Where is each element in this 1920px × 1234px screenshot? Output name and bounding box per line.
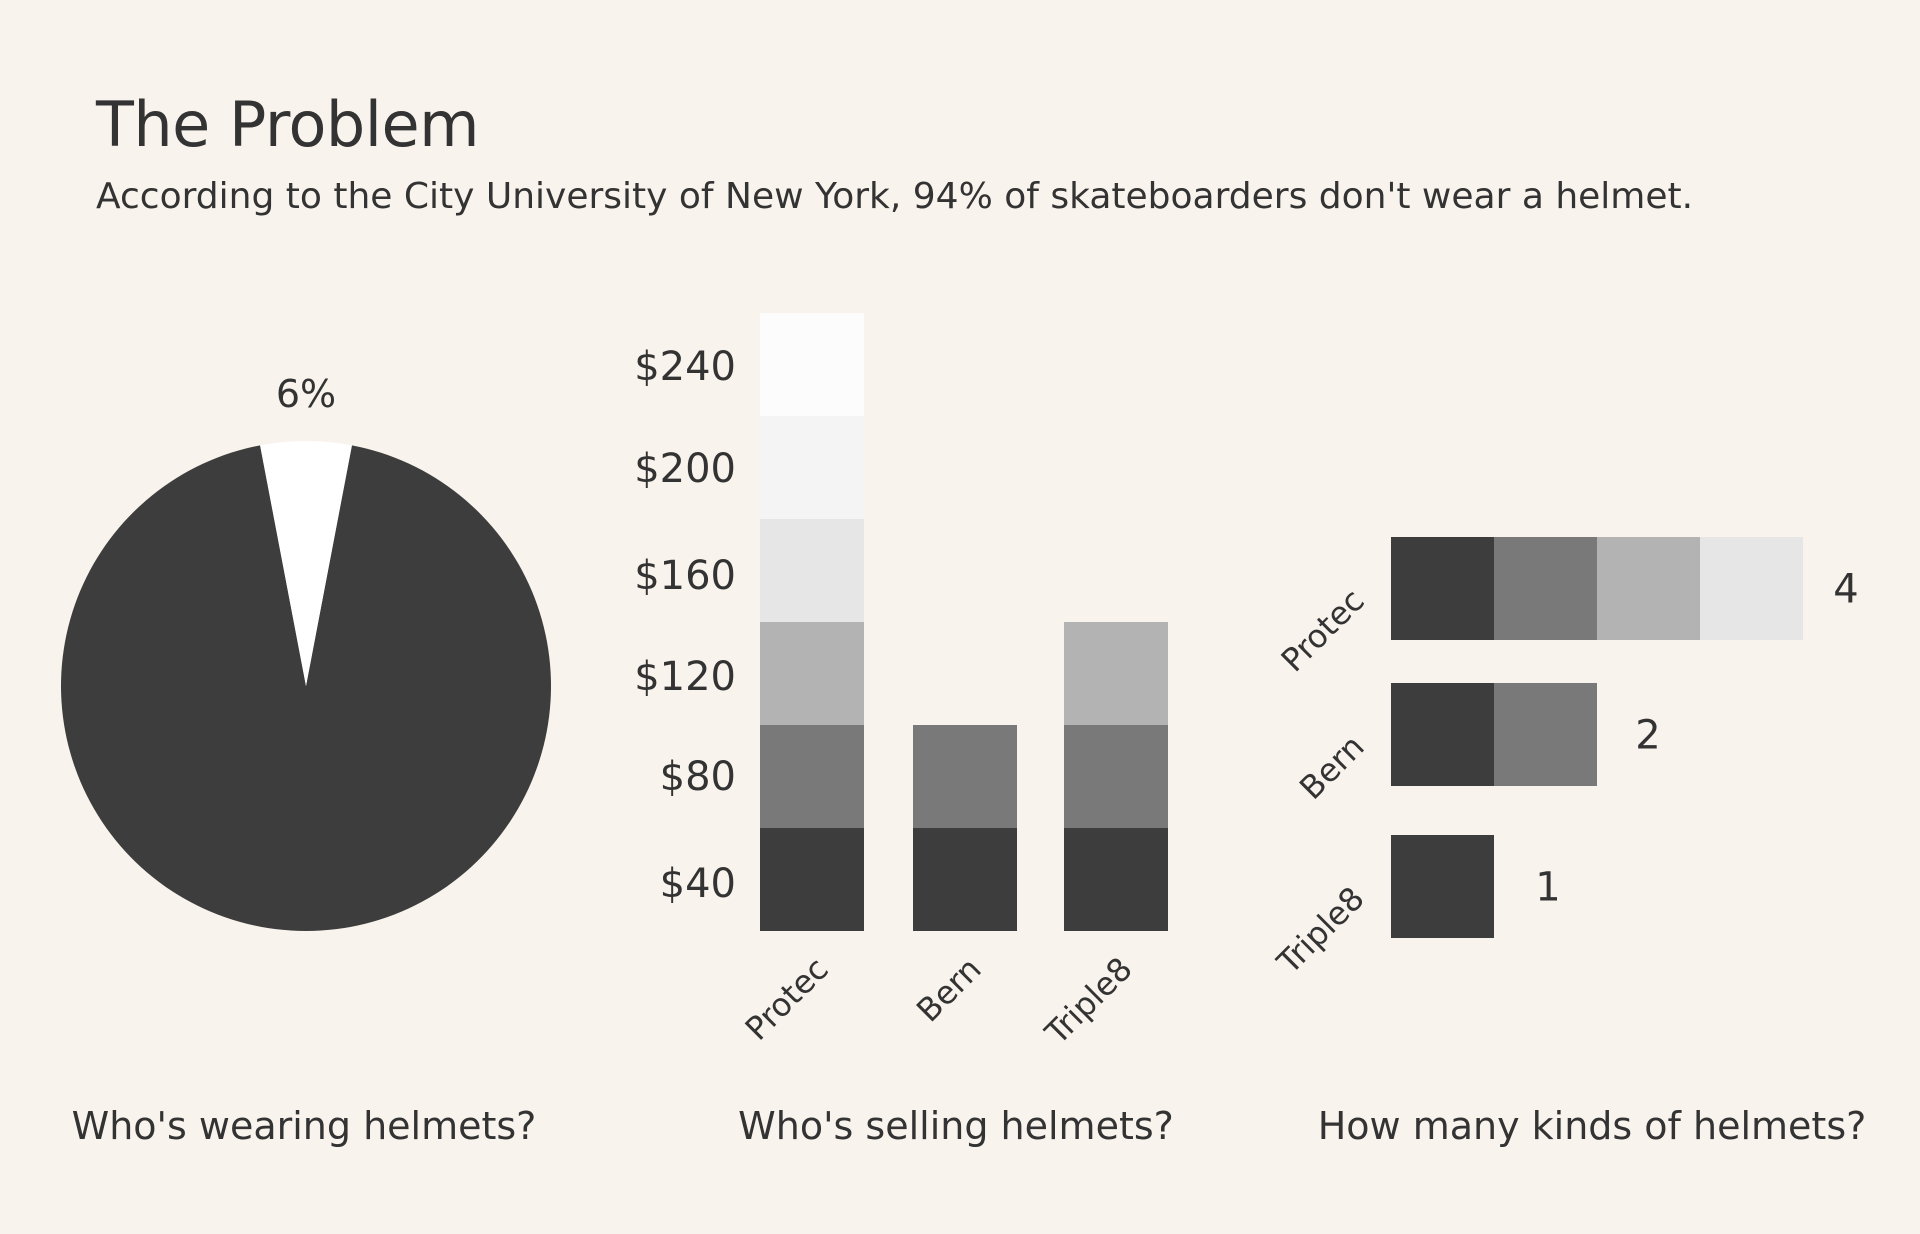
kinds-value-label: 2 xyxy=(1635,713,1660,759)
kinds-value-label: 4 xyxy=(1833,567,1858,613)
kinds-bar-protec-segment-4 xyxy=(1700,537,1803,640)
kinds-bar-triple8-segment-1 xyxy=(1391,835,1494,938)
kinds-bar-bern-segment-1 xyxy=(1391,683,1494,786)
pie-chart-caption: Who's wearing helmets? xyxy=(71,1104,537,1148)
page-subtitle: According to the City University of New … xyxy=(96,176,1694,217)
price-chart-caption: Who's selling helmets? xyxy=(738,1104,1174,1148)
price-bar-triple8-segment-3 xyxy=(1064,622,1168,725)
price-bar-protec-segment-5 xyxy=(760,416,864,519)
kinds-bar-protec-segment-2 xyxy=(1494,537,1597,640)
price-bar-chart: Protec Bern Triple8 $240 $200 $160 $120 $80 $40 xyxy=(634,313,1168,1052)
kinds-chart-caption: How many kinds of helmets? xyxy=(1317,1104,1867,1148)
price-category-label: Triple8 xyxy=(1037,950,1140,1053)
pie-slice-1 xyxy=(260,440,352,686)
pie-chart: 6% xyxy=(60,372,551,932)
pie-slice-label: 6% xyxy=(276,372,336,416)
kinds-bar-chart: Protec 4 Bern 2 Triple8 1 xyxy=(1269,537,1859,982)
price-bar-protec-segment-1 xyxy=(760,828,864,931)
price-bar-protec-segment-4 xyxy=(760,519,864,622)
page-title: The Problem xyxy=(96,88,480,161)
price-tick-label: $160 xyxy=(634,553,736,599)
price-bar-bern-segment-1 xyxy=(913,828,1017,931)
price-tick-label: $40 xyxy=(660,861,736,907)
price-tick-label: $240 xyxy=(634,344,736,390)
kinds-category-label: Protec xyxy=(1274,581,1372,679)
price-bar-protec-segment-2 xyxy=(760,725,864,828)
kinds-value-label: 1 xyxy=(1535,865,1560,911)
kinds-bar-protec-segment-3 xyxy=(1597,537,1700,640)
price-bar-bern-segment-2 xyxy=(913,725,1017,828)
kinds-category-label: Triple8 xyxy=(1269,879,1372,982)
price-category-label: Bern xyxy=(909,950,989,1030)
price-bar-triple8-segment-1 xyxy=(1064,828,1168,931)
price-bar-protec-segment-3 xyxy=(760,622,864,725)
price-category-label: Protec xyxy=(738,950,836,1048)
kinds-category-label: Bern xyxy=(1292,727,1372,807)
kinds-bar-bern-segment-2 xyxy=(1494,683,1597,786)
pie-slice-0 xyxy=(60,445,551,932)
kinds-bar-protec-segment-1 xyxy=(1391,537,1494,640)
price-tick-label: $200 xyxy=(634,446,736,492)
price-tick-label: $120 xyxy=(634,654,736,700)
price-bar-protec-segment-6 xyxy=(760,313,864,416)
price-tick-label: $80 xyxy=(660,754,736,800)
price-bar-triple8-segment-2 xyxy=(1064,725,1168,828)
